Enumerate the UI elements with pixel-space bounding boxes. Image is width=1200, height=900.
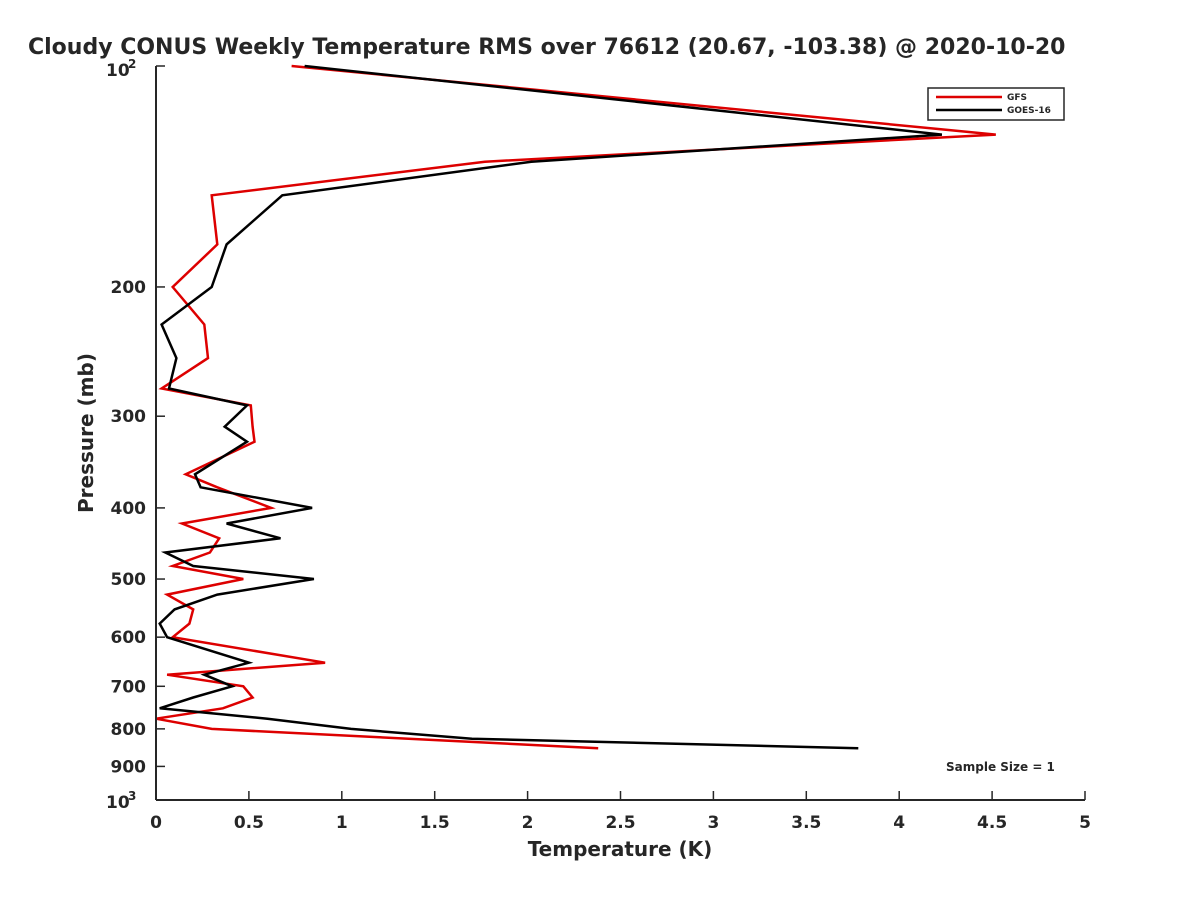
y-tick-top-exponent: 2 (128, 57, 136, 71)
y-tick-label: 300 (111, 407, 147, 427)
axes-background (156, 66, 1085, 800)
x-tick-label: 2.5 (605, 813, 635, 833)
series-layer (155, 64, 996, 750)
x-tick-label: 3.5 (791, 813, 821, 833)
y-tick-bottom-bound: 10 3 (106, 789, 136, 813)
legend: GFS GOES-16 (927, 87, 1065, 121)
x-tick-label: 1 (336, 813, 348, 833)
series-line-goes16 (158, 64, 943, 750)
x-tick-label: 4 (893, 813, 905, 833)
x-tick-label: 1.5 (420, 813, 450, 833)
x-tick-label: 3 (707, 813, 719, 833)
y-tick-label: 400 (111, 499, 147, 519)
legend-label-goes16: GOES-16 (1007, 106, 1051, 116)
y-tick-label: 900 (111, 757, 147, 777)
y-tick-label: 700 (111, 677, 147, 697)
x-tick-label: 4.5 (977, 813, 1007, 833)
y-tick-label: 600 (111, 628, 147, 648)
y-tick-bottom-exponent: 3 (128, 789, 136, 803)
x-ticks: 0 0.5 1 1.5 2 2.5 3 3.5 4 4.5 5 (150, 791, 1091, 833)
y-axis-label: Pressure (mb) (74, 353, 98, 513)
x-tick-label: 0 (150, 813, 162, 833)
y-tick-label: 200 (111, 278, 147, 298)
x-tick-label: 0.5 (234, 813, 264, 833)
y-tick-label: 800 (111, 720, 147, 740)
y-tick-bottom-base: 10 (106, 793, 130, 813)
y-tick-label: 500 (111, 570, 147, 590)
plot-area (156, 66, 1085, 800)
y-ticks: 200 300 400 500 600 700 800 900 (111, 65, 165, 801)
legend-label-gfs: GFS (1007, 93, 1027, 103)
y-tick-top-bound: 10 2 (106, 57, 136, 81)
x-tick-label: 5 (1079, 813, 1091, 833)
legend-box (927, 87, 1065, 121)
chart-title: Cloudy CONUS Weekly Temperature RMS over… (28, 35, 1065, 60)
sample-size-annotation: Sample Size = 1 (946, 760, 1055, 774)
x-axis-label: Temperature (K) (528, 837, 713, 861)
y-tick-top-base: 10 (106, 61, 130, 81)
x-tick-label: 2 (522, 813, 534, 833)
